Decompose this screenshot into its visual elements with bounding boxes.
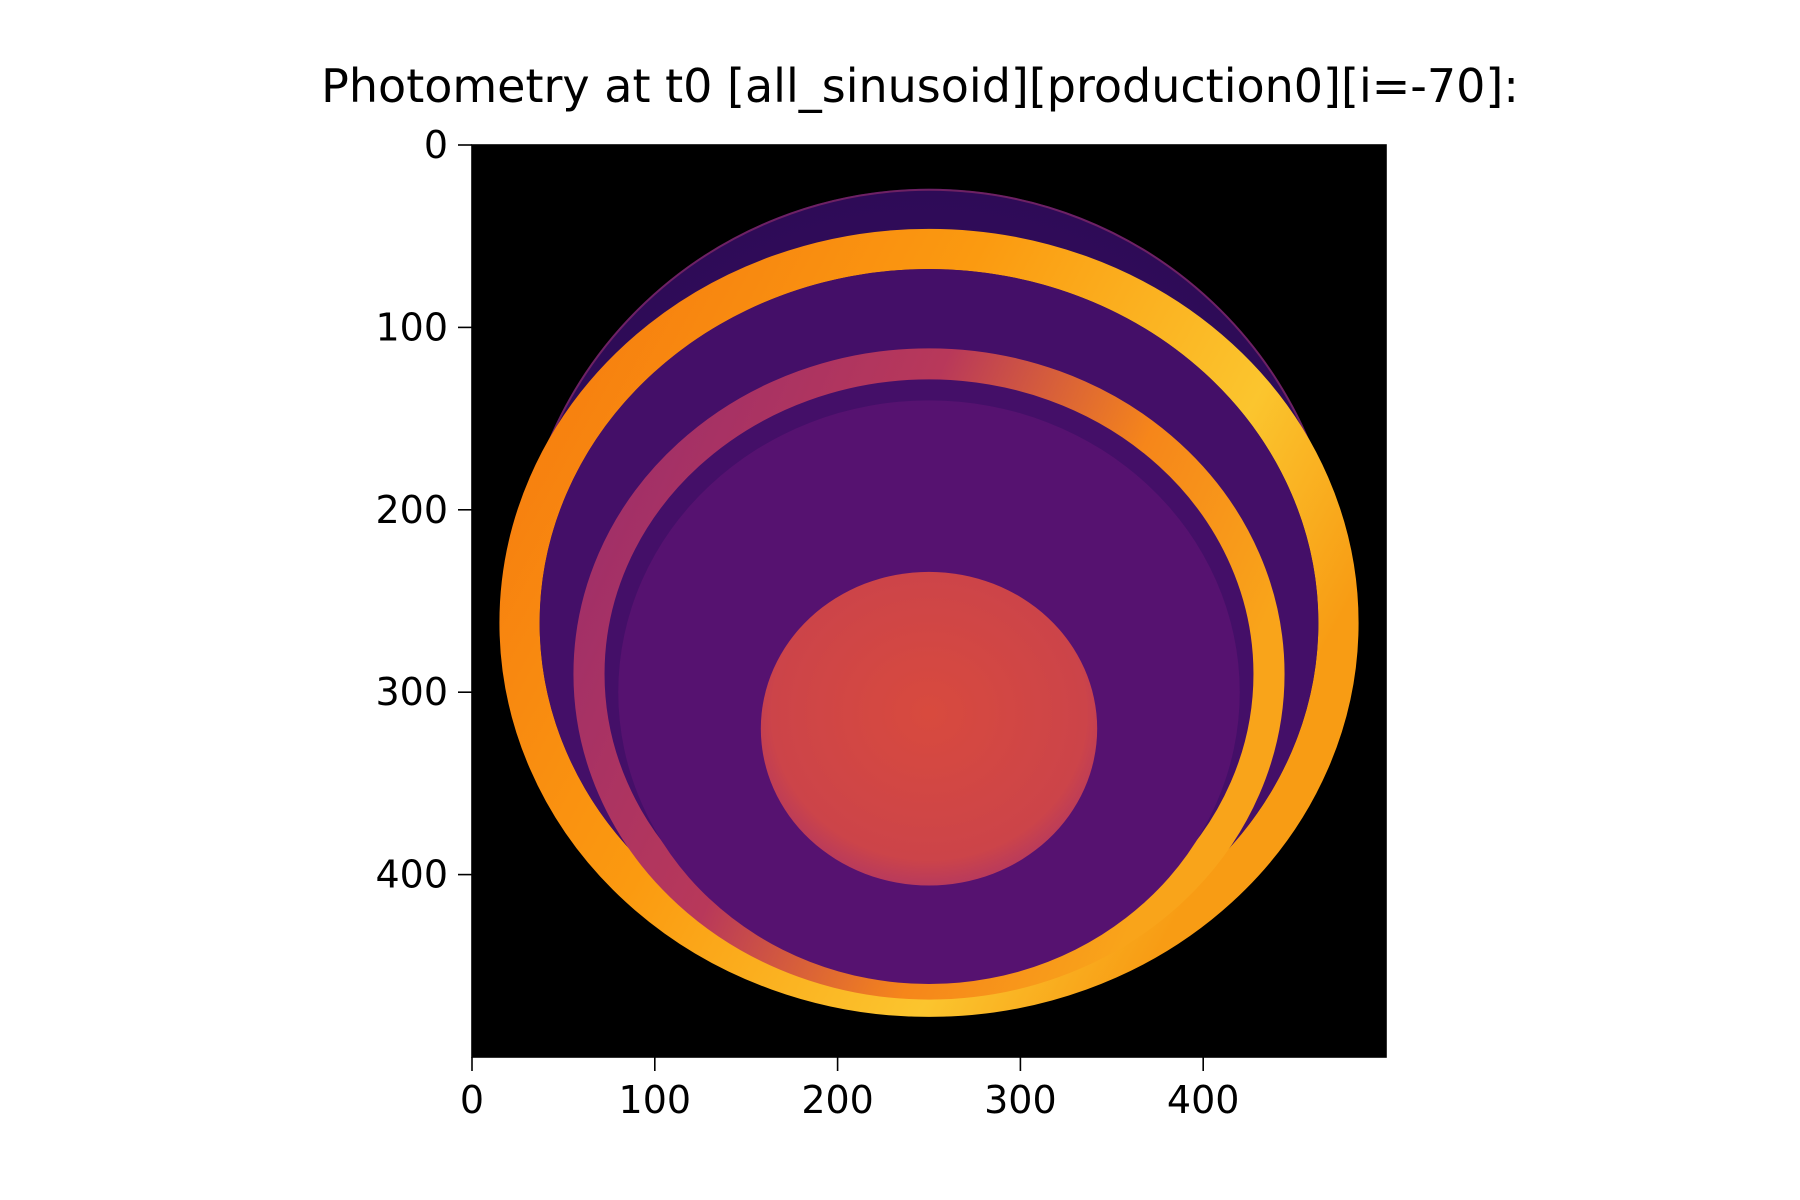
y-tick-label: 300	[375, 670, 448, 714]
core	[760, 571, 1098, 886]
x-tick-label: 400	[1167, 1078, 1240, 1122]
y-axis: 0 100 200 300 400	[375, 123, 472, 897]
y-tick-label: 100	[375, 305, 448, 349]
chart-title: Photometry at t0 [all_sinusoid][producti…	[321, 59, 1519, 113]
y-tick-label: 400	[375, 853, 448, 897]
x-tick-label: 100	[619, 1078, 692, 1122]
x-tick-label: 200	[801, 1078, 874, 1122]
y-tick-label: 200	[375, 488, 448, 532]
plot-area	[472, 145, 1386, 1057]
x-tick-label: 300	[984, 1078, 1057, 1122]
inner-ring	[573, 348, 1285, 1000]
x-tick-label: 0	[460, 1078, 484, 1122]
y-tick-label: 0	[424, 123, 448, 167]
x-axis: 0 100 200 300 400	[460, 1057, 1240, 1122]
axes-frame	[471, 144, 1387, 1058]
